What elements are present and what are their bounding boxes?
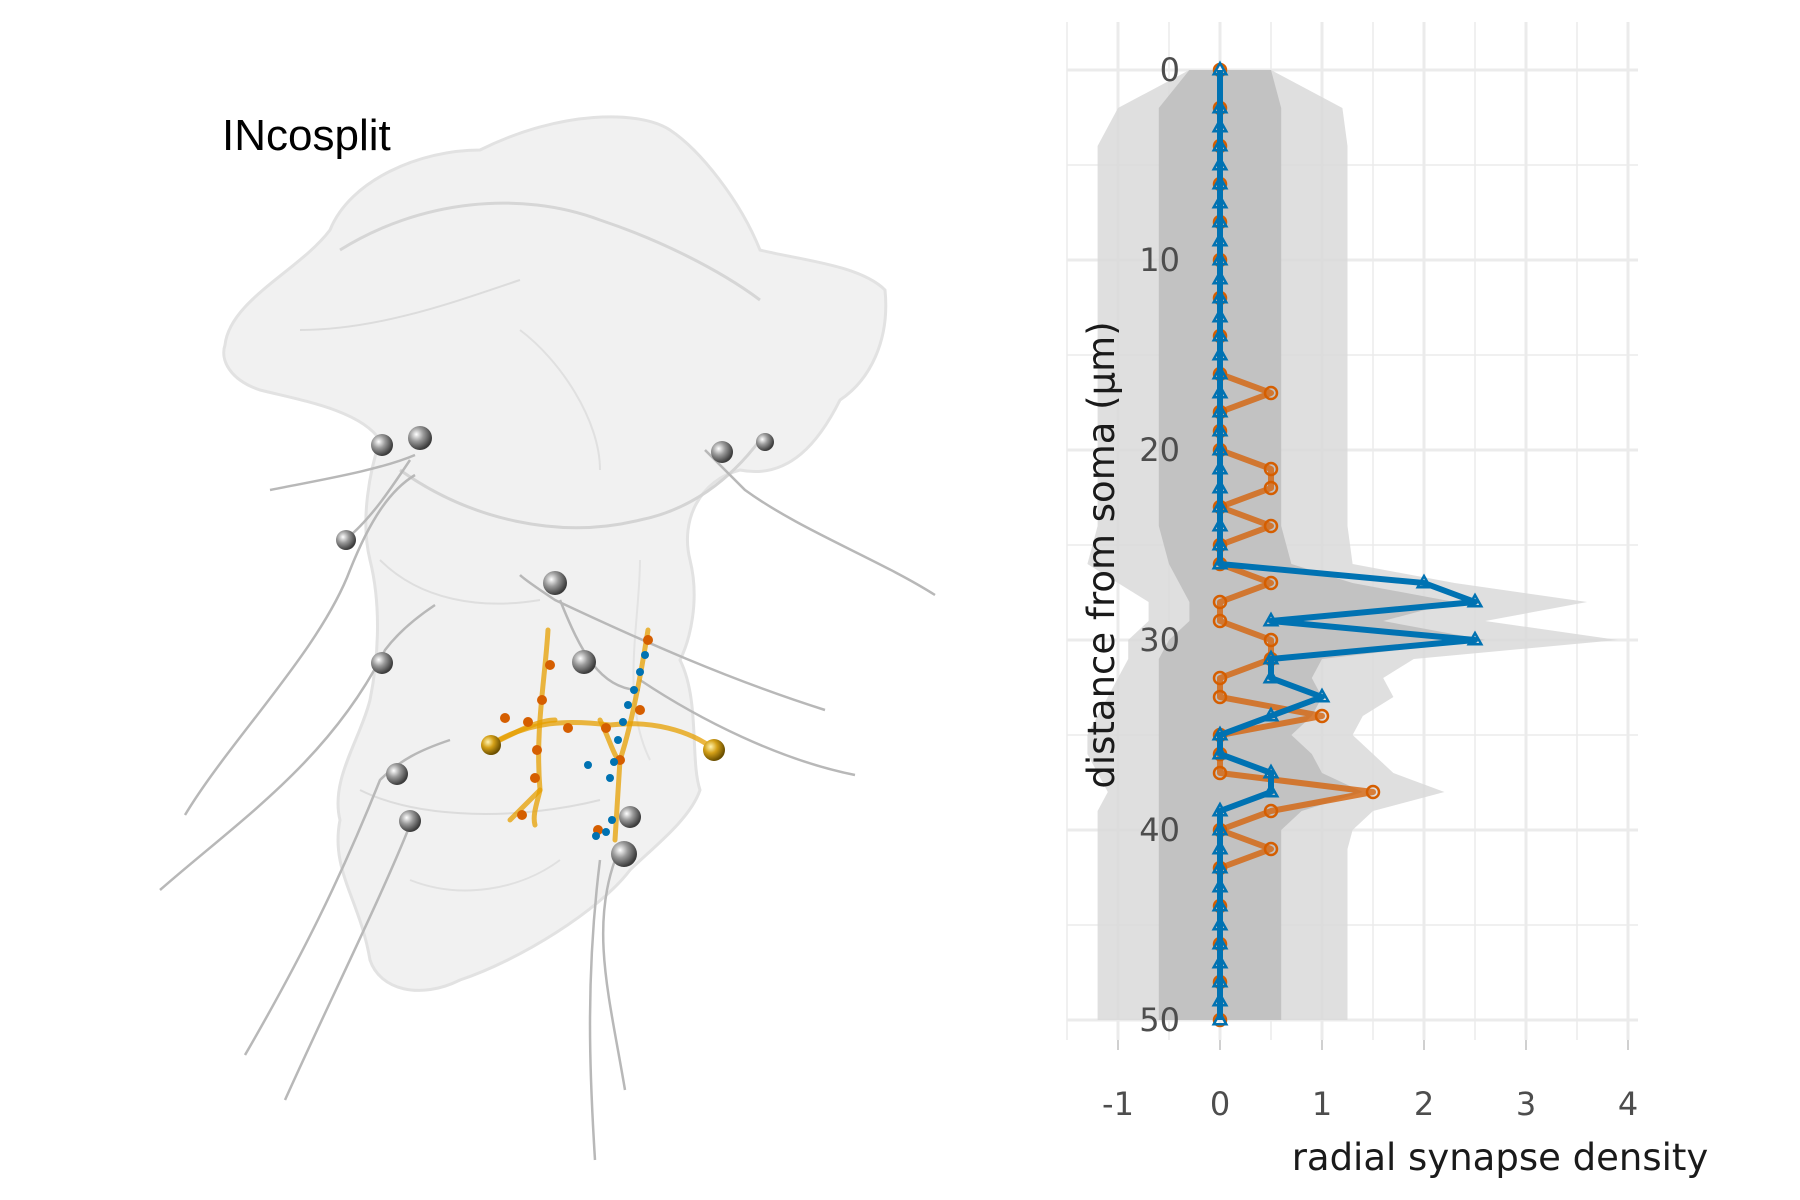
series-2-point <box>1211 98 1229 114</box>
y-axis-title: distance from soma (µm) <box>1080 321 1123 788</box>
series-2-point <box>1313 687 1331 703</box>
series-2-point <box>1211 383 1229 399</box>
series-2-point <box>1211 820 1229 836</box>
series-1-point <box>1212 613 1228 629</box>
series-1-point <box>1314 708 1330 724</box>
x-tick-label: 4 <box>1618 1085 1638 1123</box>
series-2-point <box>1211 326 1229 342</box>
x-tick-label: 3 <box>1516 1085 1536 1123</box>
series-2-point <box>1211 402 1229 418</box>
series-2-point <box>1211 231 1229 247</box>
y-tick-labels: 0 10 20 30 40 50 <box>1139 51 1180 1039</box>
series-2-point <box>1262 763 1280 779</box>
series-2-point <box>1211 60 1229 76</box>
series-2-point <box>1466 592 1484 608</box>
series-2-point <box>1211 991 1229 1007</box>
series-1-point <box>1263 385 1279 401</box>
series-layer <box>1211 60 1484 1028</box>
series-2-point <box>1211 459 1229 475</box>
series-2-point <box>1211 364 1229 380</box>
series-2-point <box>1211 117 1229 133</box>
y-tick-label: 40 <box>1139 811 1180 849</box>
series-1-point <box>1263 480 1279 496</box>
series-2-point <box>1211 288 1229 304</box>
series-2-point <box>1211 915 1229 931</box>
series-2-point <box>1211 858 1229 874</box>
series-2-point <box>1415 573 1433 589</box>
series-2-point <box>1211 345 1229 361</box>
series-1-point <box>1263 461 1279 477</box>
series-2-point <box>1211 801 1229 817</box>
series-1-point <box>1212 670 1228 686</box>
x-tick-label: -1 <box>1102 1085 1134 1123</box>
series-2-point <box>1262 649 1280 665</box>
series-2-point <box>1211 307 1229 323</box>
series-2-point <box>1211 193 1229 209</box>
cell-mesh <box>222 115 888 992</box>
series-2-point <box>1211 896 1229 912</box>
series-2-point <box>1211 212 1229 228</box>
y-tick-label: 30 <box>1139 621 1180 659</box>
series-2-point <box>1211 934 1229 950</box>
x-axis-title: radial synapse density <box>1292 1136 1709 1179</box>
series-1-point <box>1365 784 1381 800</box>
series-2-point <box>1211 744 1229 760</box>
series-2-point <box>1262 611 1280 627</box>
series-2-point <box>1211 250 1229 266</box>
x-tick-label: 2 <box>1414 1085 1434 1123</box>
y-tick-label: 10 <box>1139 241 1180 279</box>
series-2-point <box>1211 535 1229 551</box>
series-1-point <box>1263 518 1279 534</box>
series-1-point <box>1263 632 1279 648</box>
series-1-point <box>1212 765 1228 781</box>
density-chart: 0 10 20 30 40 50 -1 0 1 2 3 4 distance from soma (… <box>1066 22 1709 1179</box>
band-inner <box>1158 70 1486 1020</box>
series-2-point <box>1211 725 1229 741</box>
y-tick-label: 0 <box>1160 51 1180 89</box>
series-2-point <box>1211 155 1229 171</box>
series-2-point <box>1211 497 1229 513</box>
series-2-point <box>1211 516 1229 532</box>
series-2-point <box>1211 554 1229 570</box>
series-2-point <box>1211 421 1229 437</box>
series-2-point <box>1262 668 1280 684</box>
series-1-point <box>1263 575 1279 591</box>
series-2-point <box>1211 136 1229 152</box>
series-2-point <box>1211 269 1229 285</box>
series-2-point <box>1211 440 1229 456</box>
neuron-rendering: INcosplit <box>159 111 936 1161</box>
x-tick-label: 1 <box>1312 1085 1332 1123</box>
series-2-point <box>1211 478 1229 494</box>
x-tick-label: 0 <box>1210 1085 1230 1123</box>
series-2-point <box>1211 972 1229 988</box>
y-tick-label: 50 <box>1139 1001 1180 1039</box>
input-axons <box>159 449 936 1161</box>
series-1-point <box>1263 803 1279 819</box>
series-1-point <box>1212 594 1228 610</box>
series-2-point <box>1211 877 1229 893</box>
series-2-point <box>1211 174 1229 190</box>
series-2-point <box>1211 953 1229 969</box>
series-2-point <box>1211 1010 1229 1026</box>
panel-label: INcosplit <box>222 111 391 160</box>
series-2-point <box>1262 782 1280 798</box>
x-tick-labels: -1 0 1 2 3 4 <box>1102 1040 1638 1123</box>
series-2-point <box>1466 630 1484 646</box>
series-2-point <box>1211 839 1229 855</box>
series-1-point <box>1212 689 1228 705</box>
neuron-somata <box>481 735 725 761</box>
series-2-point <box>1262 706 1280 722</box>
series-1-point <box>1263 841 1279 857</box>
y-tick-label: 20 <box>1139 431 1180 469</box>
input-somata <box>336 426 774 867</box>
